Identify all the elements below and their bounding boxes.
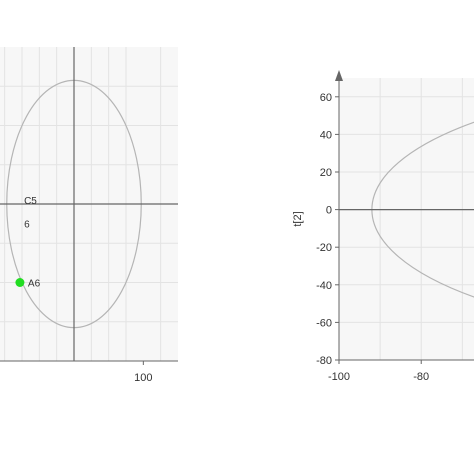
y-tick-label: -80	[316, 355, 332, 367]
chart-left-score-plot: C5 6 A6 100	[0, 47, 178, 384]
y-tick-label: 20	[320, 167, 332, 179]
plot-content: C5 6 A6	[0, 47, 178, 361]
y-tick-label: 0	[326, 205, 332, 217]
plot-content: B8B4B4	[339, 121, 474, 298]
x-tick-label: -100	[328, 371, 350, 383]
data-label: 6	[24, 220, 30, 231]
y-tick-label: 40	[320, 129, 332, 141]
data-label: C5	[24, 196, 37, 207]
y-axis-title: t[2]	[292, 211, 304, 226]
y-tick-label: 60	[320, 92, 332, 104]
x-tick-label: -80	[413, 371, 429, 383]
y-tick-label: -60	[316, 317, 332, 329]
y-axis-arrow	[335, 70, 343, 81]
data-point	[15, 278, 25, 287]
plot-area	[339, 78, 474, 360]
x-tick-label: 100	[134, 372, 152, 384]
y-tick-label: -40	[316, 280, 332, 292]
y-tick-label: -20	[316, 242, 332, 254]
data-label: A6	[28, 279, 41, 290]
